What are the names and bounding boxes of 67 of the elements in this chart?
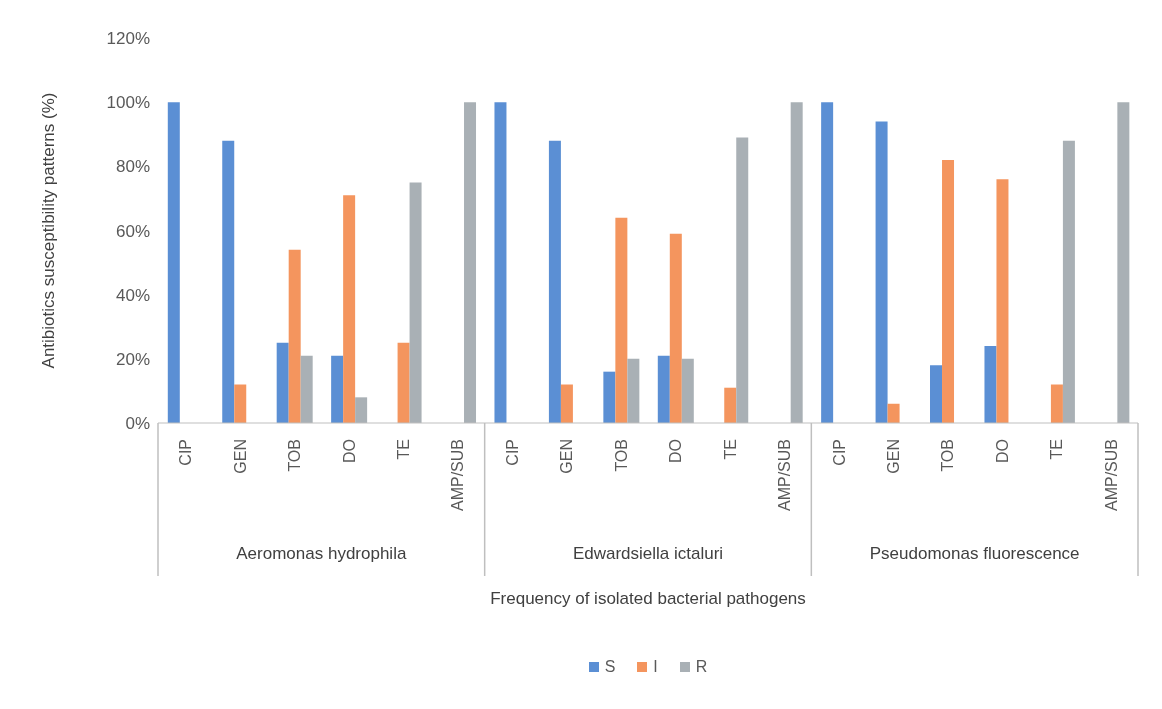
bar <box>276 342 289 423</box>
y-axis-title: Antibiotics susceptibility patterns (%) <box>39 92 59 369</box>
bar <box>409 182 422 423</box>
bar <box>942 159 955 423</box>
y-tick-label: 40% <box>115 285 150 305</box>
y-tick-label: 100% <box>106 93 150 113</box>
bar <box>930 365 943 423</box>
text: Aeromonas hydrophila <box>236 544 407 563</box>
bar <box>343 195 356 423</box>
bar <box>669 233 682 423</box>
bar <box>548 140 561 423</box>
legend-label: S <box>603 658 616 676</box>
x-tick-label: TOB <box>286 439 304 472</box>
bar <box>464 102 477 423</box>
x-tick-label: TE <box>395 439 412 460</box>
bar <box>724 387 737 423</box>
x-tick-label: AMP/SUB <box>776 439 794 512</box>
bar <box>288 249 301 423</box>
x-tick-label: GEN <box>558 439 576 474</box>
y-tick-label: 0% <box>125 414 150 434</box>
text: Pseudomonas fluorescence <box>869 544 1080 563</box>
x-tick-label: CIP <box>177 439 195 466</box>
bar <box>167 102 180 423</box>
legend-label: I <box>652 658 658 676</box>
x-tick-label: GEN <box>231 439 249 474</box>
bar <box>1050 384 1063 423</box>
x-tick-label: DO <box>667 439 685 463</box>
x-tick-label: TE <box>1048 439 1066 460</box>
bar <box>887 403 900 423</box>
bar <box>1062 140 1075 423</box>
bar <box>560 384 573 423</box>
bar <box>355 397 368 423</box>
x-tick-label: AMP/SUB <box>449 439 467 512</box>
bar <box>821 102 834 423</box>
bar <box>996 179 1009 423</box>
bar <box>1117 102 1130 423</box>
bar <box>615 217 628 423</box>
bar <box>627 358 640 423</box>
legend-label: R <box>694 658 708 676</box>
bar <box>790 102 803 423</box>
y-tick-label: 80% <box>115 157 150 177</box>
y-tick-label: 120% <box>106 29 150 49</box>
bar <box>736 137 749 423</box>
bar <box>331 355 344 423</box>
y-tick-label: 20% <box>115 349 150 369</box>
bar <box>657 355 670 423</box>
x-tick-label: CIP <box>830 439 848 466</box>
bar <box>494 102 507 423</box>
x-tick-label: DO <box>993 439 1011 463</box>
x-tick-label: AMP/SUB <box>1102 439 1120 512</box>
bar <box>603 371 616 423</box>
x-tick-label: CIP <box>503 439 521 466</box>
bar <box>875 121 888 423</box>
y-tick-label: 60% <box>115 221 150 241</box>
bar <box>984 346 997 423</box>
x-axis-title: Frequency of isolated bacterial pathogens <box>490 589 806 608</box>
x-tick-label: TOB <box>939 439 957 472</box>
bar <box>222 140 235 423</box>
bar <box>300 355 313 423</box>
x-tick-label: TOB <box>612 439 630 472</box>
text: Edwardsiella ictaluri <box>572 544 724 563</box>
x-tick-label: TE <box>721 439 739 460</box>
bar <box>681 358 694 423</box>
x-tick-label: DO <box>340 439 358 463</box>
x-tick-label: GEN <box>885 439 902 474</box>
bar <box>234 384 247 423</box>
bar <box>397 342 410 423</box>
